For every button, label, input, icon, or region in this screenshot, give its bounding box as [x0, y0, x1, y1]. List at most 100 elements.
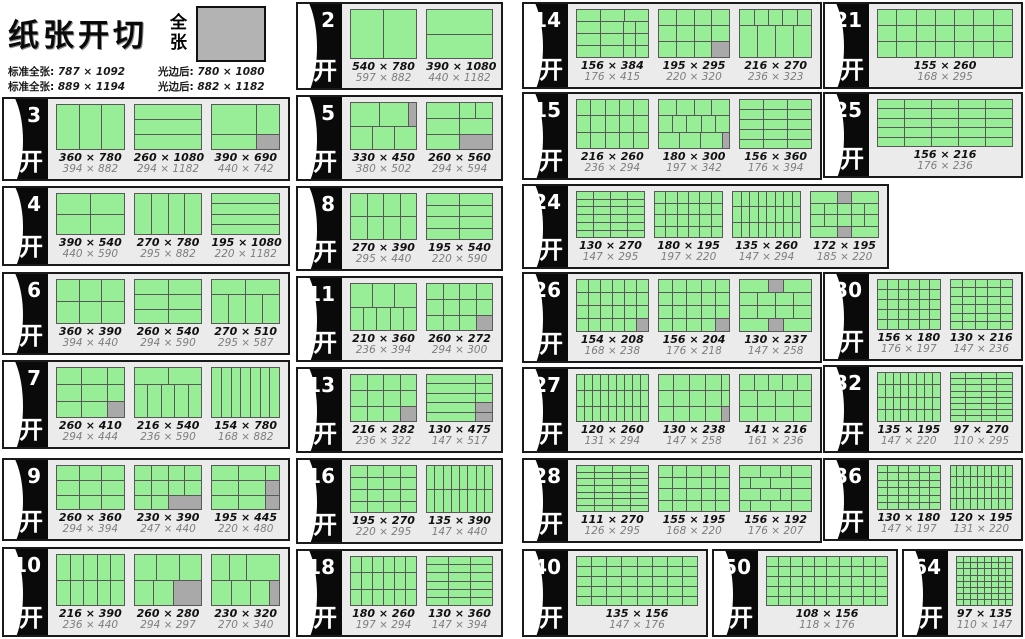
piece-cell [963, 296, 975, 305]
cut-diagrams: 155 × 260 168 × 295 [869, 4, 1021, 87]
waste-cell [400, 406, 416, 422]
spec-label: 标准全张: [8, 81, 58, 93]
cut-diagram-row [134, 385, 202, 418]
piece-cell [878, 488, 888, 495]
cut-diagram-row [878, 495, 940, 502]
piece-cell [84, 555, 97, 580]
piece-cell [611, 192, 627, 199]
untrimmed-size: 260 × 272 [428, 332, 491, 346]
piece-cell [102, 302, 124, 324]
untrimmed-size: 260 × 280 [136, 607, 200, 621]
piece-cell [775, 222, 783, 238]
piece-cell [783, 375, 797, 390]
cut-diagram-grid [576, 374, 649, 423]
cut-diagram: 180 × 260 197 × 294 [350, 556, 417, 632]
piece-cell [978, 569, 984, 575]
piece-cell [185, 466, 202, 480]
piece-cell [175, 385, 188, 418]
cut-diagram: 120 × 195 131 × 220 [949, 465, 1013, 536]
cut-diagram: 195 × 1080 220 × 1182 [211, 193, 282, 261]
piece-cell [1000, 280, 1012, 288]
piece-cell [640, 375, 648, 390]
piece-cell [701, 477, 715, 489]
cut-diagram-row [577, 215, 644, 222]
piece-cell [134, 555, 157, 580]
card-24-kai: 24 开 130 × 270 147 × 295 180 × 195 197 × 220 1… [522, 184, 889, 269]
piece-cell [624, 46, 636, 58]
piece-cell [971, 581, 977, 587]
piece-cell [592, 390, 600, 406]
piece-cell [594, 492, 612, 499]
cut-diagram-row [878, 488, 940, 495]
piece-cell [682, 596, 697, 606]
piece-cell [964, 569, 970, 575]
spec-label: 光边后: [158, 66, 198, 78]
cut-diagram-row [212, 555, 280, 580]
piece-cell [916, 42, 935, 58]
cut-diagram-row [577, 230, 644, 238]
piece-cell [781, 489, 791, 500]
cut-diagrams: 108 × 156 118 × 176 [758, 551, 896, 635]
cut-diagram-row [577, 100, 648, 116]
piece-cell [966, 416, 981, 422]
piece-cell [963, 313, 975, 321]
piece-cell [134, 194, 151, 235]
piece-cell [930, 310, 940, 320]
piece-cell [901, 397, 909, 410]
cut-diagram-row [733, 192, 800, 207]
piece-cell [677, 203, 688, 215]
piece-cell [992, 569, 998, 575]
cut-diagram-row [950, 391, 1012, 397]
piece-cell [791, 500, 811, 512]
untrimmed-size: 130 × 238 [662, 423, 726, 437]
card-13-kai: 13 开 216 × 282 236 × 322 130 × 475 147 × 517 [296, 367, 503, 453]
piece-cell [134, 105, 202, 120]
cut-diagram-grid [657, 279, 731, 333]
cut-diagram: 260 × 272 294 × 300 [426, 283, 493, 357]
piece-cell [851, 215, 865, 226]
untrimmed-size: 156 × 180 [877, 331, 941, 345]
cut-diagram-row [212, 368, 280, 418]
piece-cell [999, 563, 1005, 569]
cut-diagram-row [577, 566, 697, 576]
cut-diagrams: 135 × 156 147 × 176 [568, 551, 706, 635]
piece-cell [909, 480, 919, 488]
cut-diagram-row [957, 587, 1012, 594]
piece-cell [950, 466, 957, 477]
piece-cell [1000, 313, 1012, 321]
dimension-labels: 390 × 690 440 × 742 [211, 150, 280, 176]
cut-diagram-row [212, 105, 280, 134]
cut-diagram-row [134, 105, 202, 120]
spec-value: 787 × 1092 [57, 66, 126, 78]
piece-cell [400, 194, 416, 217]
untrimmed-size: 180 × 300 [662, 150, 726, 164]
trimmed-size: 176 × 207 [747, 525, 804, 538]
waste-cell [721, 406, 730, 422]
piece-cell [775, 192, 783, 207]
untrimmed-size: 230 × 320 [214, 607, 278, 621]
cut-diagram-row [740, 129, 812, 139]
cut-diagram-grid [133, 554, 203, 607]
piece-cell [476, 489, 484, 513]
cut-diagram-row [740, 500, 811, 512]
piece-cell [351, 390, 367, 406]
piece-cell [460, 489, 468, 513]
cut-diagram-grid [657, 9, 731, 59]
piece-cell [584, 375, 592, 390]
piece-cell [427, 565, 448, 573]
piece-cell [367, 489, 383, 501]
piece-cell [767, 192, 775, 207]
cut-diagram-grid [133, 367, 203, 419]
piece-cell [673, 280, 687, 293]
cut-diagrams: 260 × 410 294 × 444 216 × 540 236 × 590 154 … [48, 362, 288, 447]
piece-cell [885, 385, 893, 397]
piece-cell [917, 373, 924, 385]
piece-cell [851, 596, 863, 606]
cut-diagram-grid [56, 367, 125, 419]
piece-cell [767, 576, 779, 586]
cut-diagram-row [658, 26, 730, 42]
piece-cell [1006, 581, 1012, 587]
cut-diagram-grid [211, 465, 281, 511]
dimension-labels: 130 × 360 147 × 394 [426, 606, 493, 632]
piece-cell [168, 480, 185, 495]
